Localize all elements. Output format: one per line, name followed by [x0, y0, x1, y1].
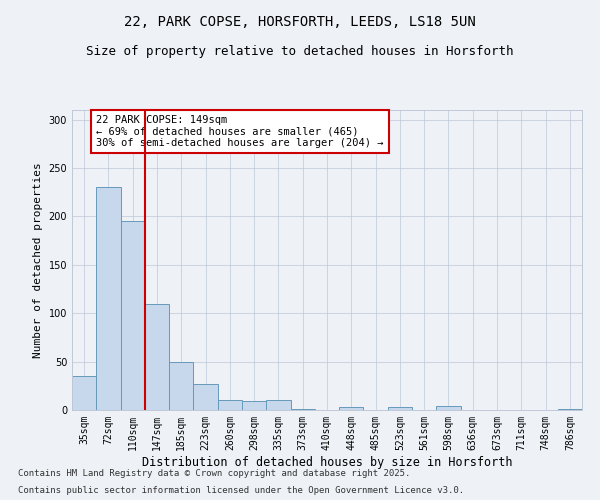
X-axis label: Distribution of detached houses by size in Horsforth: Distribution of detached houses by size … [142, 456, 512, 468]
Text: Contains HM Land Registry data © Crown copyright and database right 2025.: Contains HM Land Registry data © Crown c… [18, 468, 410, 477]
Bar [339, 407, 364, 410]
Bar [145, 304, 169, 410]
Bar [72, 376, 96, 410]
Bar [193, 384, 218, 410]
Text: 22 PARK COPSE: 149sqm
← 69% of detached houses are smaller (465)
30% of semi-det: 22 PARK COPSE: 149sqm ← 69% of detached … [96, 115, 384, 148]
Bar [266, 400, 290, 410]
Text: 22, PARK COPSE, HORSFORTH, LEEDS, LS18 5UN: 22, PARK COPSE, HORSFORTH, LEEDS, LS18 5… [124, 15, 476, 29]
Text: Contains public sector information licensed under the Open Government Licence v3: Contains public sector information licen… [18, 486, 464, 495]
Bar [558, 409, 582, 410]
Bar [436, 406, 461, 410]
Bar [121, 222, 145, 410]
Bar [290, 409, 315, 410]
Bar [169, 362, 193, 410]
Bar [96, 188, 121, 410]
Text: Size of property relative to detached houses in Horsforth: Size of property relative to detached ho… [86, 45, 514, 58]
Y-axis label: Number of detached properties: Number of detached properties [33, 162, 43, 358]
Bar [242, 402, 266, 410]
Bar [388, 407, 412, 410]
Bar [218, 400, 242, 410]
